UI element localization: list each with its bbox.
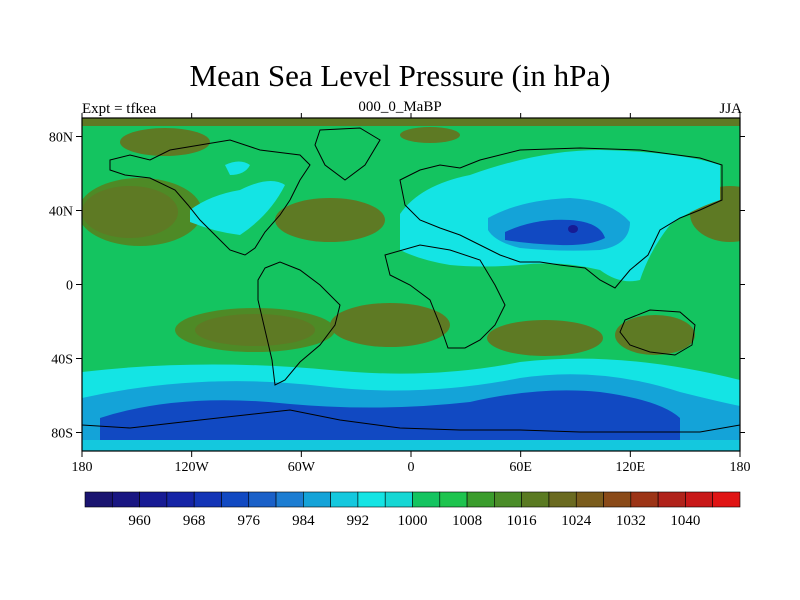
colorbar-swatch-16 [521, 491, 550, 508]
colorbar-swatch-18 [575, 491, 604, 508]
map-title: Mean Sea Level Pressure (in hPa) [189, 58, 611, 93]
colorbar-swatch-1 [111, 491, 140, 508]
colorbar-label-6: 1008 [452, 513, 482, 529]
colorbar-label-8: 1024 [561, 513, 592, 529]
lon-tick-label-3: 0 [408, 460, 415, 475]
colorbar-swatch-15 [494, 491, 522, 508]
colorbar-swatch-5 [221, 491, 250, 508]
colorbar-swatch-19 [603, 491, 632, 508]
lat-tick-label-3: 40S [51, 353, 73, 368]
lon-tick-label-5: 120E [616, 460, 646, 475]
colorbar-swatch-2 [139, 491, 168, 508]
colorbar-swatch-10 [357, 491, 386, 508]
colorbar-swatch-13 [439, 491, 468, 508]
colorbar-label-7: 1016 [507, 513, 538, 529]
south-pacific-high-core [195, 314, 315, 346]
north-atlantic-high [275, 198, 385, 242]
lat-tick-label-4: 80S [51, 427, 73, 442]
lat-tick-label-1: 40N [49, 205, 73, 220]
colorbar-swatch-21 [657, 491, 686, 508]
colorbar-swatch-23 [712, 491, 741, 508]
coast-north-america [109, 139, 311, 256]
latitude-ticks: 80N 40N 0 40S 80S [49, 131, 745, 442]
colorbar-swatch-20 [630, 491, 659, 508]
asian-low-deep [505, 219, 605, 246]
longitude-ticks: 180 120W 60W 0 60E 120E 180 [72, 113, 751, 475]
colorbar-swatch-8 [303, 491, 331, 508]
colorbar-swatch-17 [548, 491, 577, 508]
colorbar-swatch-0 [84, 491, 113, 508]
colorbar-swatch-14 [466, 491, 495, 508]
coast-africa [384, 244, 506, 349]
colorbar-label-1: 968 [183, 513, 206, 529]
southern-ocean-deep [100, 390, 680, 440]
colorbar-swatch-4 [193, 491, 222, 508]
north-american-low [190, 181, 285, 235]
arctic-high-2 [400, 127, 460, 143]
experiment-label: Expt = tfkea [82, 101, 157, 117]
coast-greenland [314, 127, 381, 181]
arctic-band [82, 118, 740, 126]
lon-tick-label-2: 60W [288, 460, 316, 475]
colorbar-swatch-7 [275, 491, 304, 508]
south-indian-high [487, 320, 603, 356]
season-label: JJA [719, 101, 742, 117]
lon-tick-label-1: 120W [175, 460, 210, 475]
lon-tick-label-4: 60E [509, 460, 532, 475]
hudson-low [225, 161, 250, 175]
colorbar: 960 968 976 984 992 1000 1008 1016 1024 1032 1040 [84, 491, 741, 529]
time-label: 000_0_MaBP [358, 99, 442, 115]
coast-antarctica [82, 409, 740, 433]
colorbar-label-4: 992 [347, 513, 370, 529]
colorbar-label-0: 960 [128, 513, 151, 529]
colorbar-label-5: 1000 [398, 513, 428, 529]
colorbar-label-3: 984 [292, 513, 315, 529]
lat-tick-label-0: 80N [49, 131, 73, 146]
coast-eurasia [399, 147, 723, 289]
asian-low-core [568, 225, 578, 233]
colorbar-swatch-12 [412, 491, 441, 508]
colorbar-swatch-3 [166, 491, 195, 508]
south-atlantic-high [330, 303, 450, 347]
coast-south-america [257, 261, 341, 386]
arctic-high [120, 128, 210, 156]
colorbar-swatch-11 [384, 491, 413, 508]
colorbar-label-2: 976 [238, 513, 261, 529]
colorbar-swatch-6 [248, 491, 277, 508]
lon-tick-label-6: 180 [730, 460, 751, 475]
lon-tick-label-0: 180 [72, 460, 93, 475]
coast-australia [619, 309, 696, 356]
australia-high [615, 315, 695, 355]
antarctic-mid [82, 440, 740, 451]
colorbar-swatch-22 [685, 491, 714, 508]
lat-tick-label-2: 0 [66, 279, 73, 294]
colorbar-label-10: 1040 [670, 513, 700, 529]
colorbar-label-9: 1032 [616, 513, 646, 529]
north-pacific-high-core [82, 186, 178, 238]
colorbar-swatch-9 [330, 491, 359, 508]
